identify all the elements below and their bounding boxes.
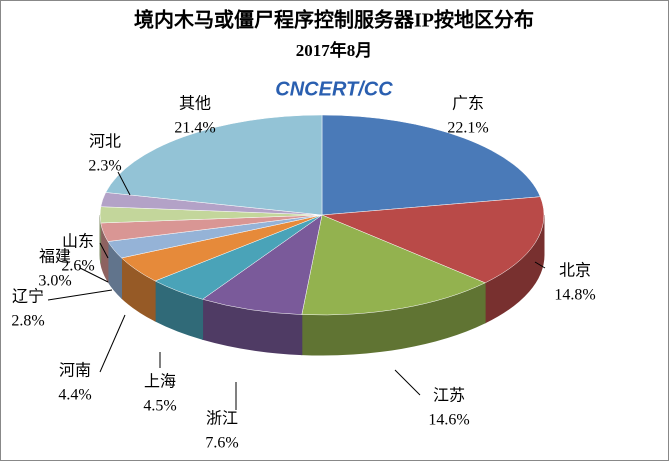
pie-slice	[201, 214, 323, 315]
slice-label: 浙江	[206, 410, 238, 428]
pie-slice	[301, 214, 486, 316]
pie-slice	[105, 114, 323, 216]
value-label: 2.8%	[11, 313, 44, 330]
chart-subtitle: 2017年8月	[296, 40, 373, 60]
logo: CNCERT/CC	[275, 78, 393, 100]
value-label: 14.6%	[428, 412, 469, 429]
slice-label: 江苏	[433, 387, 465, 405]
pie-slice	[321, 196, 545, 284]
value-label: 2.6%	[61, 258, 94, 275]
value-label: 4.4%	[58, 387, 91, 404]
leader-line	[47, 289, 113, 301]
leader-line	[99, 242, 109, 259]
slice-label: 河南	[59, 362, 91, 380]
leader-line	[99, 314, 126, 373]
pie-slice	[321, 114, 541, 216]
value-label: 3.0%	[38, 273, 71, 290]
value-label: 2.3%	[88, 158, 121, 175]
slice-label: 广东	[452, 95, 484, 113]
leader-line	[117, 171, 131, 196]
slice-label: 山东	[62, 233, 94, 251]
slice-label: 辽宁	[12, 288, 44, 306]
slice-label: 河北	[89, 133, 121, 151]
value-label: 4.5%	[143, 398, 176, 415]
value-label: 22.1%	[447, 120, 488, 137]
leader-line	[534, 261, 546, 269]
slice-label: 上海	[144, 373, 176, 391]
value-label: 21.4%	[174, 120, 215, 137]
value-label: 14.8%	[554, 287, 595, 304]
leader-line	[79, 267, 109, 283]
leader-line	[394, 369, 421, 396]
chart-title: 境内木马或僵尸程序控制服务器IP按地区分布	[134, 8, 534, 32]
slice-label: 福建	[39, 248, 71, 266]
value-label: 7.6%	[205, 435, 238, 452]
slice-label: 北京	[559, 262, 591, 280]
slice-label: 其他	[179, 95, 211, 113]
